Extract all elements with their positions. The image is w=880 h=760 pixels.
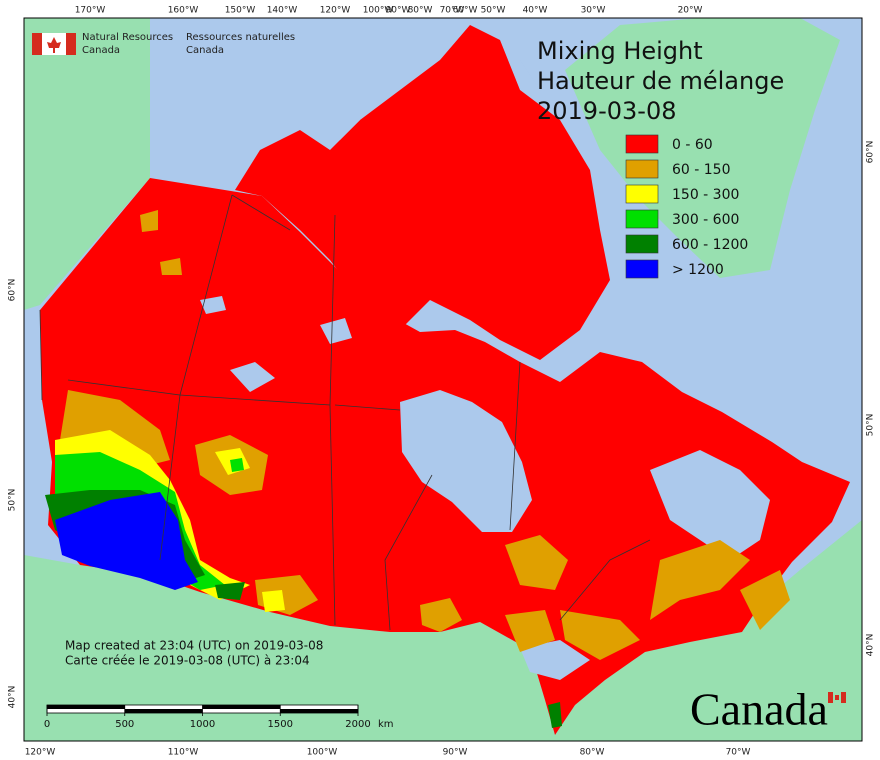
longitude-label: 40°W [523, 6, 548, 16]
scale-unit: km [378, 719, 394, 730]
legend-label: 0 - 60 [672, 137, 713, 153]
alaska [24, 18, 150, 310]
scale-bar-segment [280, 709, 358, 713]
legend-swatch [625, 259, 659, 279]
maple-leaf [47, 37, 61, 53]
longitude-label: 160°W [168, 6, 199, 16]
title: Mixing Height [537, 37, 703, 65]
hudson-bay [400, 390, 532, 532]
longitude-label: 20°W [678, 6, 703, 16]
latitude-label: 40°N [8, 686, 18, 709]
agency-fr: Canada [186, 45, 224, 56]
longitude-label: 90°W [386, 6, 411, 16]
scale-tick-label: 1500 [268, 719, 293, 730]
legend-swatch [625, 209, 659, 229]
legend-label: 60 - 150 [672, 162, 731, 178]
scale-tick-label: 500 [115, 719, 134, 730]
scale-bar-segment [202, 705, 281, 709]
latitude-label: 50°N [866, 414, 876, 437]
longitude-label: 120°W [320, 6, 351, 16]
agency-en: Canada [82, 45, 120, 56]
legend: 0 - 60 60 - 150 150 - 300 300 - 600 600 - 12… [625, 134, 748, 279]
legend-label: 600 - 1200 [672, 237, 748, 253]
longitude-label: 170°W [75, 6, 106, 16]
flag-bar [841, 692, 846, 703]
longitude-label: 30°W [581, 6, 606, 16]
greenland [565, 18, 840, 278]
title-fr: Hauteur de mélange [537, 67, 784, 95]
map-frame [23, 17, 863, 742]
scale-bar: 0 500 1000 1500 2000 km [44, 704, 394, 730]
latitude-label: 40°N [866, 634, 876, 657]
longitude-label: 50°W [481, 6, 506, 16]
flag-bar [828, 692, 833, 703]
longitude-label: 150°W [225, 6, 256, 16]
arctic-islands [235, 25, 610, 360]
arctic-channels [300, 45, 560, 140]
scale-bar-segment [47, 705, 125, 709]
graticule-labels: 170°W 160°W 150°W 140°W 120°W 100°W90°W80°W 70… [8, 6, 876, 758]
maple-leaf [835, 695, 839, 700]
legend-swatch [625, 134, 659, 154]
wordmark: Canada [690, 684, 828, 735]
longitude-label: 100°W [363, 6, 394, 16]
longitude-label: 80°W [580, 748, 605, 758]
agency-fr: Ressources naturelles [186, 32, 295, 43]
legend-label: 150 - 300 [672, 187, 739, 203]
great-lakes [520, 640, 590, 680]
map-area [23, 17, 863, 742]
legend-swatch [625, 159, 659, 179]
scale-tick-label: 0 [44, 719, 50, 730]
scale-tick-label: 1000 [190, 719, 215, 730]
longitude-label: 100°W [307, 748, 338, 758]
legend-label: > 1200 [672, 262, 724, 278]
canada-wordmark: Canada [690, 684, 846, 735]
longitude-label: 60°W [453, 6, 478, 16]
longitude-label: 70°W [440, 6, 465, 16]
longitude-label: 70°W [726, 748, 751, 758]
legend-label: 300 - 600 [672, 212, 739, 228]
zone-above-1200 [55, 492, 198, 590]
latitude-label: 50°N [8, 489, 18, 512]
provincial-borders [39, 194, 651, 631]
united-states [24, 520, 862, 741]
longitude-label: 140°W [267, 6, 298, 16]
longitude-label: 80°W [408, 6, 433, 16]
gulf-st-lawrence [650, 450, 770, 560]
longitude-label: 110°W [168, 748, 199, 758]
longitude-label: 120°W [25, 748, 56, 758]
legend-swatch [625, 184, 659, 204]
note: Map created at 23:04 (UTC) on 2019-03-08 [65, 639, 323, 653]
flag-bar [32, 33, 42, 55]
lakes [200, 296, 352, 392]
legend-swatch [625, 234, 659, 254]
flag-bar [66, 33, 76, 55]
scale-bar-segment [124, 709, 203, 713]
note: Carte créée le 2019-03-08 (UTC) à 23:04 [65, 654, 310, 668]
scale-tick-label: 2000 [345, 719, 370, 730]
latitude-label: 60°N [8, 279, 18, 302]
nrcan-signature: Natural Resources Canada Ressources natu… [32, 32, 295, 56]
agency-en: Natural Resources [82, 32, 173, 43]
longitude-label: 90°W [443, 748, 468, 758]
latitude-label: 60°N [866, 141, 876, 164]
date: 2019-03-08 [537, 97, 676, 125]
